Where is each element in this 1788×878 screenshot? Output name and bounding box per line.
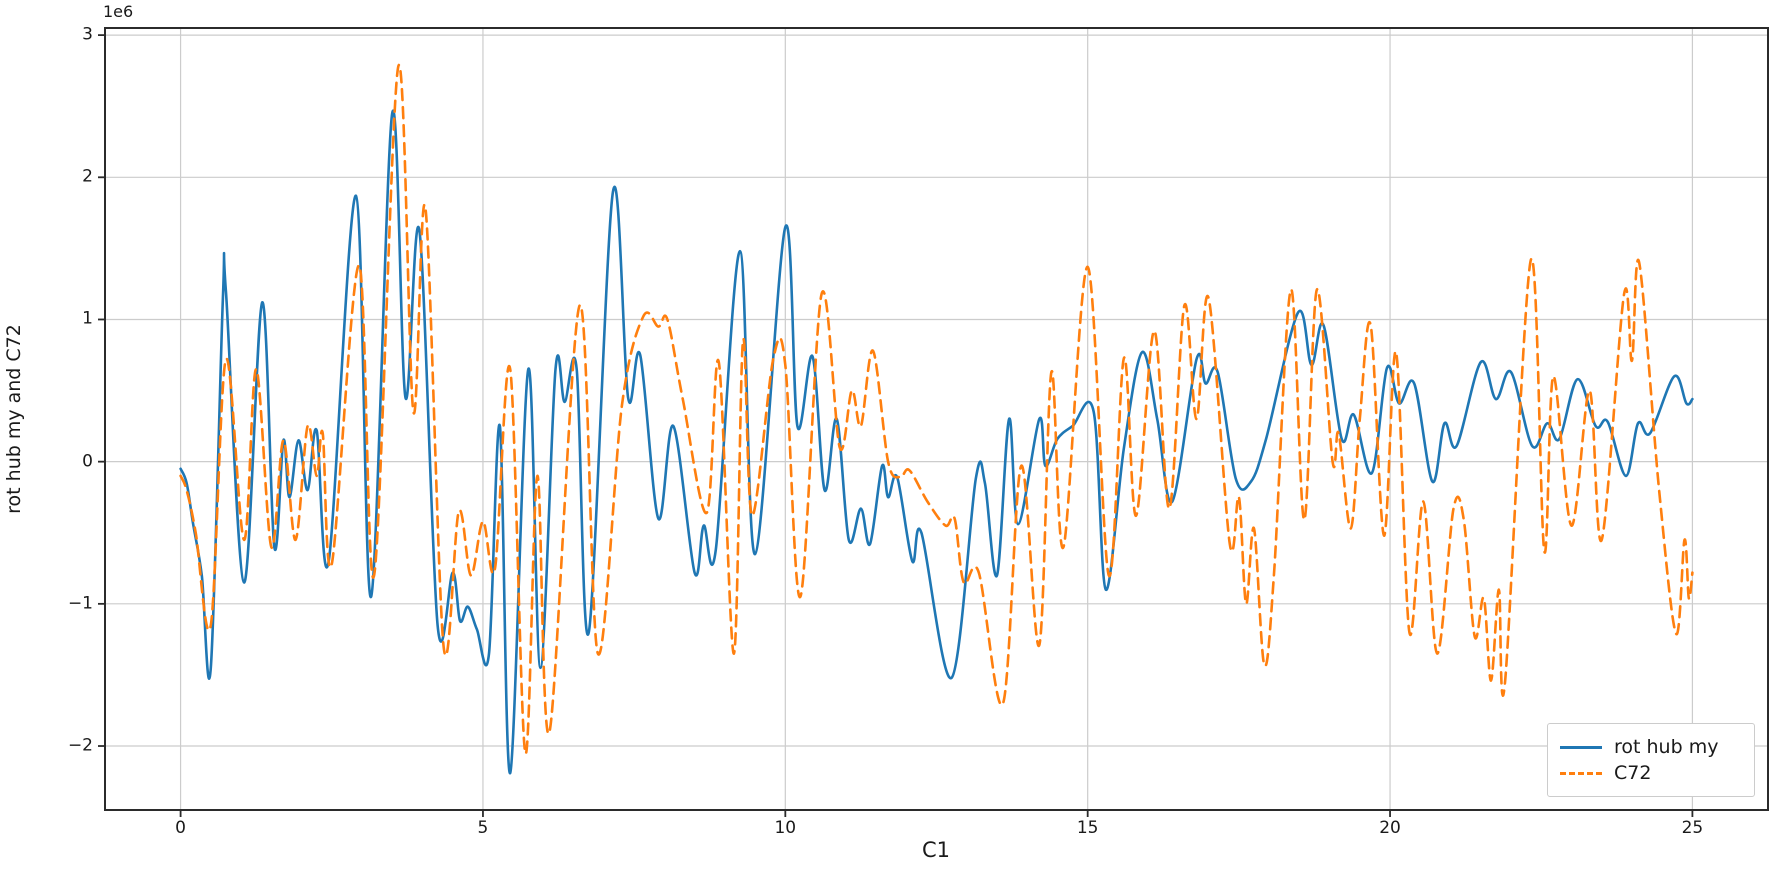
y-tick-label-2: 2 [82, 166, 93, 187]
x-tick-label-20: 20 [1379, 818, 1401, 838]
legend-label: rot hub my [1614, 735, 1719, 758]
x-tick-label-5: 5 [477, 818, 489, 838]
x-tick-label-25: 25 [1681, 818, 1704, 838]
x-tick-label-10: 10 [774, 818, 797, 838]
y-tick-label--2: −2 [67, 735, 93, 756]
y-tick-label-0: 0 [82, 451, 93, 472]
y-tick-label-3: 3 [82, 24, 93, 45]
x-axis-label: C1 [921, 838, 951, 862]
legend: rot hub my C72 [1547, 723, 1755, 797]
y-axis-offset-label: 1e6 [103, 2, 134, 21]
y-axis-label: rot hub my and C72 [3, 324, 25, 514]
x-tick-label-0: 0 [175, 818, 186, 838]
legend-label: C72 [1614, 761, 1652, 784]
series-line-rot-hub-my [179, 109, 1694, 775]
legend-line-sample-solid [1560, 745, 1602, 749]
series-line-c72 [179, 63, 1694, 755]
legend-line-sample-dashed [1560, 771, 1602, 775]
legend-entry-c72: C72 [1548, 761, 1754, 784]
y-tick-label-1: 1 [82, 308, 93, 329]
x-tick-label-15: 15 [1076, 818, 1099, 838]
legend-entry-rot-hub-my: rot hub my [1548, 735, 1754, 758]
y-tick-label--1: −1 [67, 593, 93, 614]
axes-spines [104, 27, 1769, 811]
